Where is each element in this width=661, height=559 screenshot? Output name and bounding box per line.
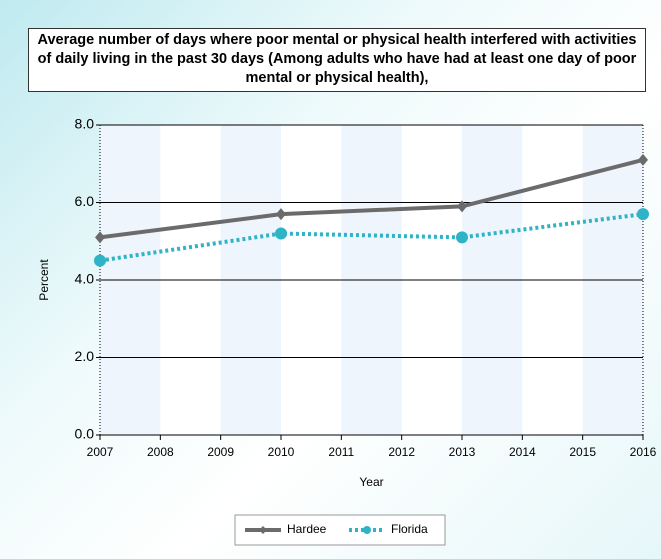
x-tick-label: 2009 bbox=[207, 445, 234, 459]
legend-marker bbox=[363, 526, 371, 534]
x-tick-label: 2012 bbox=[388, 445, 415, 459]
x-tick-label: 2007 bbox=[87, 445, 114, 459]
point bbox=[95, 231, 105, 244]
point bbox=[276, 208, 286, 221]
y-tick-label: 2.0 bbox=[75, 348, 95, 364]
point bbox=[638, 153, 648, 166]
point bbox=[637, 208, 649, 221]
legend-label: Hardee bbox=[287, 522, 327, 536]
y-tick-label: 0.0 bbox=[75, 426, 95, 442]
point bbox=[456, 231, 468, 244]
point bbox=[457, 200, 467, 213]
x-tick-label: 2015 bbox=[569, 445, 596, 459]
point bbox=[94, 254, 106, 267]
series-line bbox=[99, 157, 644, 240]
legend-marker bbox=[259, 526, 267, 534]
x-tick-label: 2016 bbox=[630, 445, 657, 459]
x-tick-label: 2008 bbox=[147, 445, 174, 459]
series-line bbox=[99, 212, 644, 263]
y-tick-label: 8.0 bbox=[75, 116, 95, 132]
x-tick-label: 2013 bbox=[449, 445, 476, 459]
x-tick-label: 2014 bbox=[509, 445, 536, 459]
x-tick-label: 2010 bbox=[268, 445, 295, 459]
legend-label: Florida bbox=[391, 522, 428, 536]
y-axis-label: Percent bbox=[37, 259, 51, 301]
y-tick-label: 4.0 bbox=[75, 271, 95, 287]
x-axis-label: Year bbox=[359, 475, 383, 489]
point bbox=[275, 227, 287, 240]
x-tick-label: 2011 bbox=[328, 445, 354, 459]
y-tick-label: 6.0 bbox=[75, 193, 95, 209]
chart-title: Average number of days where poor mental… bbox=[28, 28, 646, 92]
